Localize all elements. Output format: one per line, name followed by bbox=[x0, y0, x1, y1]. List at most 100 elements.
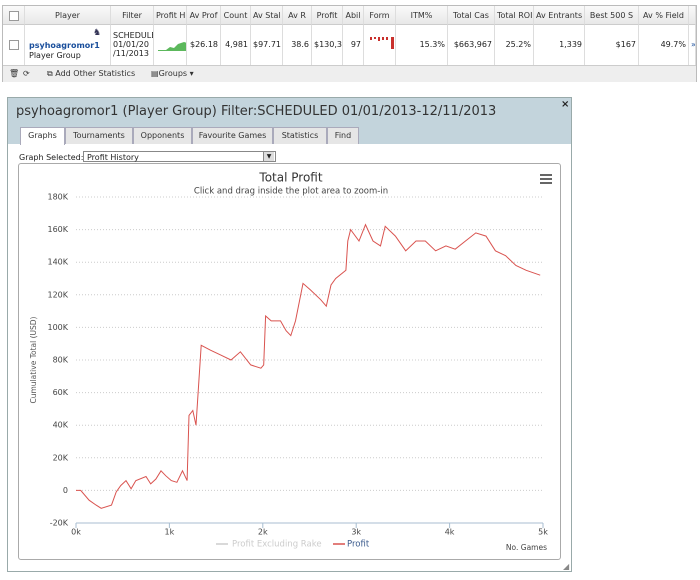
header-cell[interactable]: ITM% bbox=[396, 6, 448, 25]
cell-value: $26.18 bbox=[190, 40, 218, 49]
row-cell: 25.2% bbox=[495, 25, 534, 65]
row-cell bbox=[154, 25, 187, 65]
y-tick-label: 120K bbox=[47, 290, 68, 299]
tab[interactable]: Tournaments bbox=[65, 127, 133, 144]
row-cell: $130,3 bbox=[312, 25, 343, 65]
cell-value: 38.6 bbox=[291, 40, 309, 49]
header-cell[interactable]: Av R bbox=[283, 6, 312, 25]
graph-select-value: Profit History bbox=[87, 153, 139, 162]
profit-sparkline bbox=[158, 42, 186, 51]
legend-label: Profit Excluding Rake bbox=[232, 540, 322, 550]
profit-line bbox=[76, 223, 541, 509]
cell-value: 15.3% bbox=[419, 40, 445, 49]
row-cell: SCHEDULE 01/01/20/11/2013 bbox=[111, 25, 154, 65]
add-stats-button[interactable]: ⧉ Add Other Statistics bbox=[47, 69, 136, 78]
legend-label: Profit bbox=[347, 540, 370, 550]
header-cell[interactable]: Av Prof bbox=[187, 6, 221, 25]
add-stats-text: Add Other Statistics bbox=[55, 69, 136, 78]
row-cell: ♞ psyhoagromor1 Player Group bbox=[25, 25, 111, 65]
tab[interactable]: Graphs bbox=[20, 127, 65, 145]
grid-toolbar: 🗑 ⟳ ⧉ Add Other Statistics ▤Groups ▾ bbox=[3, 65, 696, 82]
header-cell[interactable]: Best 500 S bbox=[585, 6, 639, 25]
graph-selected-label: Graph Selected: bbox=[19, 153, 84, 162]
cell-value: 97 bbox=[350, 40, 361, 49]
y-tick-label: 100K bbox=[47, 323, 68, 332]
select-all-checkbox[interactable] bbox=[9, 11, 19, 21]
tab[interactable]: Favourite Games bbox=[192, 127, 273, 144]
tab[interactable]: Opponents bbox=[133, 127, 192, 144]
player-name[interactable]: psyhoagromor1 bbox=[29, 41, 100, 50]
row-cell: $26.18 bbox=[187, 25, 221, 65]
header-cell[interactable]: Count bbox=[221, 6, 251, 25]
cell-value: $663,967 bbox=[453, 40, 492, 49]
header-cell[interactable]: Profit bbox=[312, 6, 343, 25]
row-cell: » bbox=[689, 25, 696, 65]
row-cell: $97.71 bbox=[251, 25, 283, 65]
row-cell: 97 bbox=[343, 25, 364, 65]
y-tick-label: 160K bbox=[47, 225, 68, 234]
header-cell[interactable]: Av Entrants bbox=[534, 6, 585, 25]
header-cell[interactable]: Filter bbox=[111, 6, 154, 25]
row-cell: 49.7% bbox=[639, 25, 689, 65]
dialog-title: psyhoagromor1 (Player Group) Filter:SCHE… bbox=[16, 104, 497, 119]
x-tick-label: 2k bbox=[258, 528, 268, 537]
cell-value: $167 bbox=[615, 40, 636, 49]
header-cell[interactable]: Av % Field bbox=[639, 6, 689, 25]
header-cell[interactable]: Profit H bbox=[154, 6, 187, 25]
x-tick-label: 4k bbox=[445, 528, 455, 537]
y-tick-label: 140K bbox=[47, 258, 68, 267]
header-cell[interactable]: Total Cas bbox=[448, 6, 495, 25]
groups-button[interactable]: ▤Groups ▾ bbox=[151, 69, 194, 78]
cell-value: 25.2% bbox=[505, 40, 531, 49]
header-cell[interactable]: Form bbox=[364, 6, 396, 25]
chart: Total Profit Click and drag inside the p… bbox=[29, 171, 552, 552]
x-tick-label: 3k bbox=[351, 528, 361, 537]
close-button[interactable]: × bbox=[561, 99, 570, 110]
row-cell: 1,339 bbox=[534, 25, 585, 65]
header-cell[interactable]: Total ROI bbox=[495, 6, 534, 25]
row-cell bbox=[364, 25, 396, 65]
menu-icon[interactable] bbox=[540, 174, 552, 184]
header-cell[interactable] bbox=[689, 6, 696, 25]
header-cell[interactable]: Player bbox=[25, 6, 111, 25]
chart-title: Total Profit bbox=[258, 171, 322, 185]
row-checkbox[interactable] bbox=[9, 40, 19, 50]
filter-line: /11/2013 bbox=[113, 49, 149, 58]
y-tick-label: 60K bbox=[53, 388, 69, 397]
tab[interactable]: Find bbox=[327, 127, 359, 144]
x-tick-label: 5k bbox=[538, 528, 548, 537]
y-tick-label: 180K bbox=[47, 193, 68, 202]
tab[interactable]: Statistics bbox=[273, 127, 327, 144]
dialog-header: psyhoagromor1 (Player Group) Filter:SCHE… bbox=[8, 98, 571, 145]
header-cell[interactable]: Av Stal bbox=[251, 6, 283, 25]
row-cell: 38.6 bbox=[283, 25, 312, 65]
form-bars bbox=[370, 37, 394, 49]
header-cell[interactable]: Abil bbox=[343, 6, 364, 25]
y-axis-title: Cumulative Total (USD) bbox=[29, 316, 38, 403]
graph-select[interactable]: Profit History ▼ bbox=[83, 151, 276, 162]
y-tick-label: 80K bbox=[53, 356, 69, 365]
y-tick-label: 20K bbox=[53, 453, 69, 462]
filter-line: SCHEDULE bbox=[113, 31, 154, 40]
row-cell: 15.3% bbox=[396, 25, 448, 65]
row-cell: 4,981 bbox=[221, 25, 251, 65]
x-tick-label: 1k bbox=[165, 528, 175, 537]
cell-value: $97.71 bbox=[253, 40, 281, 49]
chart-panel: Total Profit Click and drag inside the p… bbox=[18, 163, 561, 560]
row-cell: $663,967 bbox=[448, 25, 495, 65]
player-dialog: psyhoagromor1 (Player Group) Filter:SCHE… bbox=[7, 97, 572, 572]
chart-subtitle: Click and drag inside the plot area to z… bbox=[194, 187, 388, 197]
cell-value: 4,981 bbox=[225, 40, 248, 49]
player-icon: ♞ bbox=[93, 28, 102, 38]
y-tick-label: 40K bbox=[53, 421, 69, 430]
cell-value: $130,3 bbox=[314, 40, 342, 49]
refresh-icon[interactable]: ⟳ bbox=[23, 69, 30, 78]
row-cell: $167 bbox=[585, 25, 639, 65]
cell-value: 1,339 bbox=[559, 40, 582, 49]
filter-line: 01/01/20 bbox=[113, 40, 149, 49]
resize-grip[interactable]: ◢ bbox=[563, 562, 570, 571]
delete-icon[interactable]: 🗑 bbox=[9, 69, 20, 78]
groups-text: Groups bbox=[158, 69, 188, 78]
header-cell[interactable] bbox=[3, 6, 25, 25]
